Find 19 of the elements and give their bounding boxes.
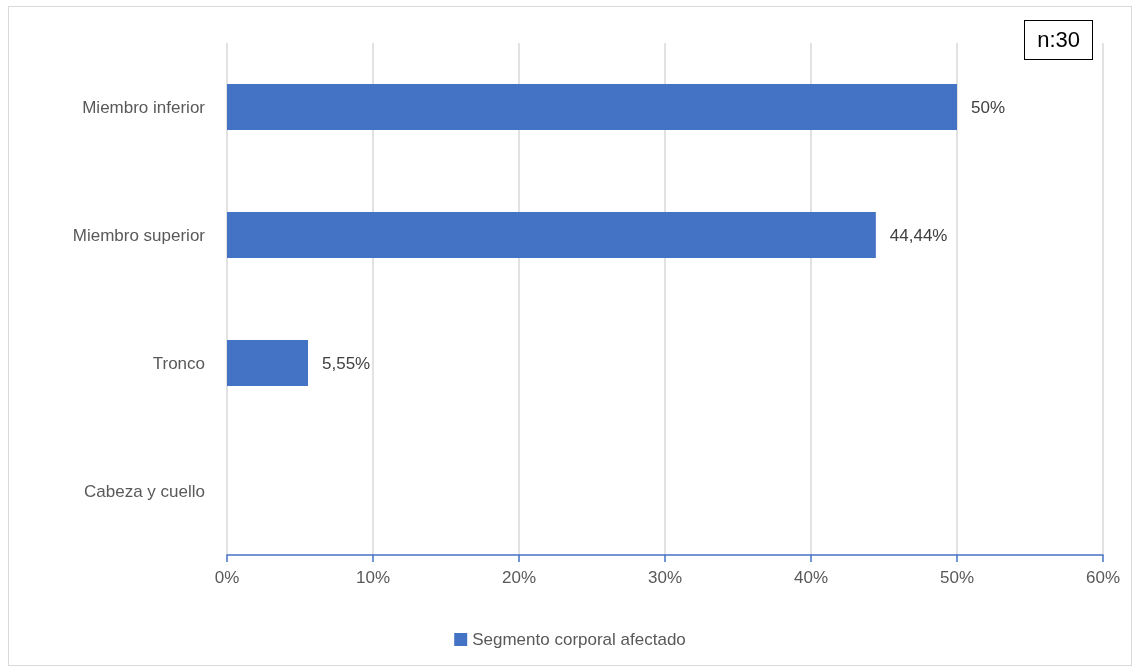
bar: [227, 340, 309, 386]
x-tick-label: 20%: [501, 568, 537, 587]
data-label: 44,44%: [889, 225, 948, 245]
data-label: 50%: [971, 97, 1006, 117]
x-tick-label: 30%: [647, 568, 683, 587]
y-tick-label: Tronco: [152, 353, 205, 373]
x-tick-label: 10%: [355, 568, 391, 587]
x-tick-label: 0%: [214, 568, 240, 587]
bar: [227, 212, 876, 258]
annotation: n:30: [1024, 20, 1093, 60]
bar: [227, 84, 957, 130]
x-tick-label: 40%: [793, 568, 829, 587]
x-tick-label: 60%: [1085, 568, 1121, 587]
y-tick-label: Cabeza y cuello: [84, 481, 205, 501]
y-tick-label: Miembro inferior: [82, 97, 206, 117]
legend-label: Segmento corporal afectado: [472, 630, 686, 649]
x-tick-label: 50%: [939, 568, 975, 587]
data-label: 5,55%: [322, 353, 371, 373]
y-tick-label: Miembro superior: [72, 225, 206, 245]
